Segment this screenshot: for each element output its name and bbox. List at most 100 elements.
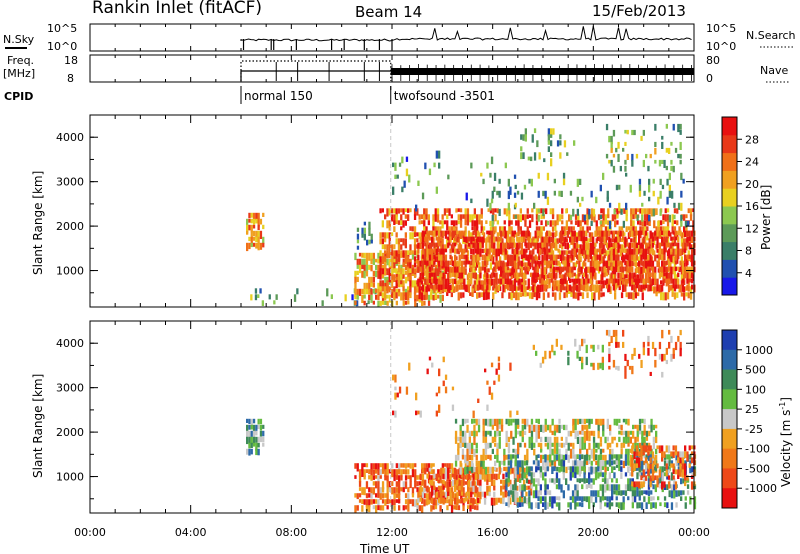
range-cell <box>573 278 576 285</box>
range-cell <box>456 491 459 500</box>
range-cell <box>476 220 479 229</box>
range-cell <box>590 362 593 367</box>
range-cell <box>386 300 389 306</box>
range-cell <box>417 260 420 267</box>
range-cell <box>546 436 550 445</box>
range-cell <box>617 502 621 509</box>
range-cell <box>638 490 641 497</box>
range-cell <box>594 242 597 247</box>
range-cell <box>608 284 611 292</box>
range-cell <box>632 220 635 229</box>
range-cell <box>559 152 562 159</box>
range-cell <box>630 220 633 227</box>
range-cell <box>421 479 425 485</box>
range-cell <box>688 236 691 242</box>
range-cell <box>457 214 460 220</box>
range-cell <box>625 430 628 439</box>
range-cell <box>421 505 424 513</box>
range-cell <box>534 266 537 274</box>
range-cell <box>595 226 598 233</box>
range-cell <box>658 254 661 260</box>
range-cell <box>572 442 575 450</box>
range-cell <box>460 491 464 496</box>
nsearch-label: N.Search <box>746 29 796 42</box>
range-cell <box>519 442 522 448</box>
range-cell <box>507 454 510 460</box>
range-cell <box>398 270 401 277</box>
range-cell <box>474 230 477 238</box>
range-cell <box>619 260 622 265</box>
range-cell <box>644 445 648 453</box>
range-cell <box>644 278 648 286</box>
range-cell <box>418 214 421 220</box>
range-cell <box>388 487 392 493</box>
range-cell <box>454 278 457 284</box>
freq-high-label: 18 <box>64 54 78 67</box>
range-cell <box>504 491 507 498</box>
colorbar-swatch <box>722 259 737 278</box>
range-cell <box>569 190 573 196</box>
range-cell <box>547 140 550 145</box>
range-cell <box>460 272 464 280</box>
range-cell <box>603 254 606 259</box>
range-cell <box>679 159 682 165</box>
range-cell <box>379 288 382 296</box>
range-cell <box>602 424 605 432</box>
range-cell <box>356 264 359 269</box>
range-cell <box>437 491 441 499</box>
range-cell <box>674 260 678 265</box>
range-cell <box>489 454 492 461</box>
range-cell <box>505 268 509 275</box>
range-cell <box>553 496 556 504</box>
range-cell <box>370 499 373 505</box>
range-cell <box>679 341 682 351</box>
range-cell <box>517 220 520 229</box>
range-cell <box>652 460 655 466</box>
range-cell <box>520 497 523 503</box>
range-cell <box>377 463 380 472</box>
range-cell <box>546 502 549 509</box>
range-cell <box>470 236 473 245</box>
range-cell <box>480 460 483 469</box>
cpid-segment-label: normal 150 <box>244 89 313 103</box>
range-cell <box>571 230 574 237</box>
range-cell <box>409 208 412 213</box>
range-cell <box>689 460 692 465</box>
range-cell <box>628 272 632 281</box>
range-cell <box>590 478 593 483</box>
range-cell <box>514 472 517 480</box>
range-cell <box>356 270 359 275</box>
range-cell <box>363 463 366 468</box>
range-cell <box>390 268 394 276</box>
range-cell <box>400 469 403 477</box>
range-cell <box>590 454 593 459</box>
range-cell <box>546 466 549 472</box>
range-cell <box>618 202 621 211</box>
range-cell <box>618 466 621 472</box>
range-cell <box>522 256 525 262</box>
range-cell <box>524 134 527 142</box>
range-cell <box>533 238 536 245</box>
range-cell <box>550 236 553 243</box>
range-cell <box>377 493 380 498</box>
range-cell <box>595 460 598 466</box>
range-cell <box>687 208 690 214</box>
range-cell <box>653 238 656 245</box>
range-cell <box>395 214 398 222</box>
range-cell <box>428 284 431 289</box>
range-cell <box>470 491 473 498</box>
range-cell <box>690 475 694 479</box>
range-cell <box>612 242 615 248</box>
range-cell <box>417 410 420 415</box>
range-cell <box>493 497 496 506</box>
range-cell <box>537 214 540 222</box>
range-cell <box>634 496 637 503</box>
range-cell <box>493 380 496 385</box>
range-cell <box>583 338 586 344</box>
range-cell <box>583 430 586 439</box>
range-cell <box>680 190 683 198</box>
range-cell <box>627 496 630 501</box>
range-cell <box>552 254 556 262</box>
range-cell <box>522 134 525 141</box>
